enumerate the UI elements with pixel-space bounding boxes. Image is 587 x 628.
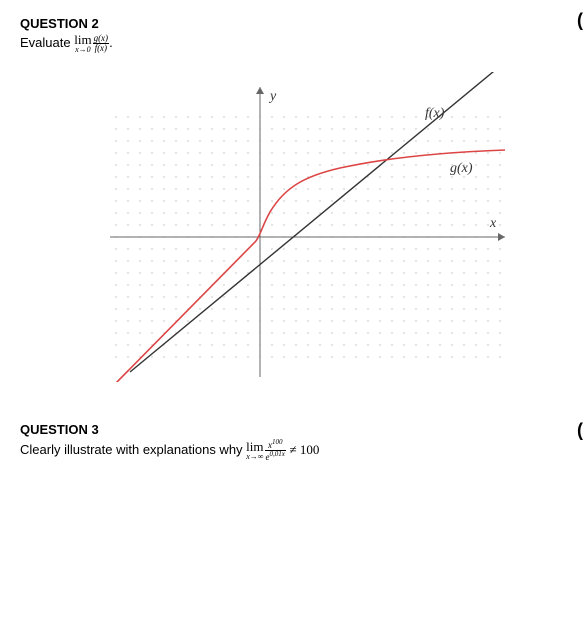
q2-header: QUESTION 2 — [20, 16, 567, 31]
f-label: f(x) — [425, 106, 445, 121]
q2-lim: lim x→0 — [74, 33, 91, 54]
q3-neq: ≠ 100 — [290, 442, 320, 457]
chart-container: y x f(x) g(x) — [110, 72, 567, 382]
q3-body: Clearly illustrate with explanations why… — [20, 439, 567, 462]
q3-lead: Clearly illustrate with explanations why — [20, 442, 243, 457]
q2-fraction: g(x) f(x) — [93, 34, 110, 53]
q3-den: e0,01x — [265, 451, 286, 462]
q3-header: QUESTION 3 — [20, 422, 567, 437]
q3-fraction: x100 e0,01x — [265, 439, 286, 462]
paren-q3: ( — [577, 420, 583, 441]
q2-den: f(x) — [93, 44, 110, 53]
y-label: y — [268, 89, 277, 104]
lim-sub: x→∞ — [246, 453, 263, 461]
lim-sub: x→0 — [74, 46, 91, 54]
f-line — [130, 72, 505, 372]
q3-lim: lim x→∞ — [246, 440, 263, 461]
q2-lead: Evaluate — [20, 35, 71, 50]
chart-svg: y x f(x) g(x) — [110, 72, 510, 382]
x-label: x — [489, 216, 497, 231]
x-axis-arrow — [498, 233, 505, 241]
g-label: g(x) — [450, 161, 473, 176]
g-curve — [115, 150, 505, 382]
q3-num-sup: 100 — [272, 438, 283, 446]
q2-period: . — [109, 35, 113, 50]
y-axis-arrow — [256, 87, 264, 94]
q2-body: Evaluate lim x→0 g(x) f(x) . — [20, 33, 567, 54]
paren-q2: ( — [577, 10, 583, 31]
q3-den-sup: 0,01x — [270, 450, 285, 458]
